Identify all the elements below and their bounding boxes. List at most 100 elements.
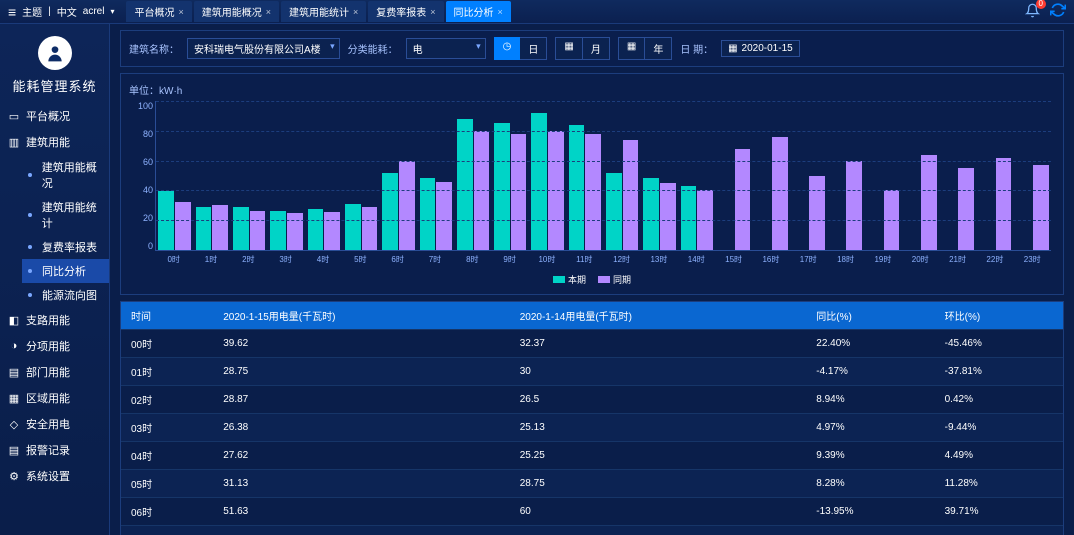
bar-group [492, 101, 529, 250]
sidebar-item[interactable]: ▤报警记录 [0, 437, 109, 463]
tab[interactable]: 建筑用能概况× [194, 1, 279, 22]
table-cell: 32.37 [510, 330, 807, 358]
bar [196, 207, 212, 250]
bar-group [1014, 101, 1051, 250]
date-label: 日 期： [680, 41, 713, 56]
year-button[interactable]: 年 [645, 37, 672, 60]
table-cell: 4.97% [806, 414, 934, 442]
close-icon[interactable]: × [498, 7, 503, 17]
x-axis: 0时1时2时3时4时5时6时7时8时9时10时11时12时13时14时15时16… [155, 254, 1051, 265]
table-cell: 48 [213, 526, 510, 535]
nav: ▭平台概况▥建筑用能建筑用能概况建筑用能统计复费率报表同比分析能源流向图 ◧支路用… [0, 103, 109, 489]
nav-sublabel: 复费率报表 [42, 239, 97, 255]
bar-group [604, 101, 641, 250]
tab-label: 同比分析 [454, 4, 494, 19]
legend-label: 同期 [613, 273, 631, 286]
divider: | [48, 6, 51, 17]
bar-group [342, 101, 379, 250]
close-icon[interactable]: × [178, 7, 183, 17]
table-row: 03时26.3825.134.97%-9.44% [121, 414, 1063, 442]
nav-sublabel: 建筑用能概况 [42, 159, 103, 191]
nav-label: 平台概况 [26, 108, 70, 124]
table-header: 2020-1-14用电量(千瓦时) [510, 302, 807, 330]
building-select[interactable]: 安科瑞电气股份有限公司A楼 [187, 38, 340, 59]
sidebar-item[interactable]: ⚙系统设置 [0, 463, 109, 489]
day-button[interactable]: 日 [520, 37, 547, 60]
nav-label: 报警记录 [26, 442, 70, 458]
dot-icon [28, 213, 32, 217]
calendar-month-icon[interactable]: ▦ [555, 37, 582, 60]
table-cell: 8.28% [806, 470, 934, 498]
bar [772, 137, 788, 250]
table-header: 时间 [121, 302, 213, 330]
bar [643, 178, 659, 250]
tab[interactable]: 建筑用能统计 × [281, 1, 366, 22]
sidebar-item[interactable]: ◧支路用能 [0, 307, 109, 333]
table-row: 07时4845.635.19%-7.56% [121, 526, 1063, 535]
sidebar-subitem[interactable]: 复费率报表 [22, 235, 109, 259]
table-header: 环比(%) [935, 302, 1063, 330]
table-cell: 8.94% [806, 386, 934, 414]
sidebar-subitem[interactable]: 同比分析 [22, 259, 109, 283]
tab-label: 平台概况 [134, 4, 174, 19]
close-icon[interactable]: × [353, 7, 358, 17]
table-row: 06时51.6360-13.95%39.71% [121, 498, 1063, 526]
table-cell: 26.38 [213, 414, 510, 442]
theme-label[interactable]: 主题 [22, 4, 42, 19]
topbar: ≡ 主题 | 中文 acrel ▾ 平台概况×建筑用能概况×建筑用能统计×复费率… [0, 0, 1074, 24]
dot-icon [28, 293, 32, 297]
nav-sublabel: 能源流向图 [42, 287, 97, 303]
nav-label: 部门用能 [26, 364, 70, 380]
bar [457, 119, 473, 250]
sidebar-subitem[interactable]: 建筑用能概况 [22, 155, 109, 195]
nav-icon: ◑ [8, 340, 20, 352]
sidebar-item[interactable]: ▦区域用能 [0, 385, 109, 411]
bar [494, 123, 510, 250]
calendar-year-icon[interactable]: ▦ [618, 37, 645, 60]
table-cell: 9.39% [806, 442, 934, 470]
chart-unit: 单位：kW·h [129, 82, 1055, 97]
category-select[interactable]: 电 [406, 38, 486, 59]
table-cell: 31.13 [213, 470, 510, 498]
dropdown-icon[interactable]: ▾ [110, 7, 114, 16]
nav-label: 分项用能 [26, 338, 70, 354]
table-cell: 06时 [121, 498, 213, 526]
calendar-icon: ▦ [728, 43, 737, 54]
date-input[interactable]: ▦ 2020-01-15 [721, 40, 800, 57]
tab-label: 建筑用能统计 [289, 4, 349, 19]
bell-icon[interactable]: 0 [1025, 3, 1040, 21]
month-button[interactable]: 月 [583, 37, 610, 60]
sidebar-subitem[interactable]: 建筑用能统计 [22, 195, 109, 235]
table-cell: 25.13 [510, 414, 807, 442]
table-cell: 26.5 [510, 386, 807, 414]
content: 建筑名称： 安科瑞电气股份有限公司A楼 分类能耗： 电 ◷ 日 ▦ 月 ▦ 年 … [110, 24, 1074, 535]
sidebar-item[interactable]: ▥建筑用能 [0, 129, 109, 155]
bar [212, 205, 228, 250]
bars [156, 101, 1051, 250]
sidebar-item[interactable]: ▤部门用能 [0, 359, 109, 385]
close-icon[interactable]: × [430, 7, 435, 17]
table-cell: 4.49% [935, 442, 1063, 470]
table-cell: 30 [510, 358, 807, 386]
legend-item[interactable]: 本期 [553, 273, 586, 286]
sidebar-item[interactable]: ◑ 分项用能 [0, 333, 109, 359]
lang-label[interactable]: 中文 [57, 4, 77, 19]
period-month-group: ▦ 月 [555, 37, 609, 60]
sidebar-subitem[interactable]: 能源流向图 [22, 283, 109, 307]
bar [660, 183, 676, 250]
nav-sublabel: 建筑用能统计 [42, 199, 103, 231]
sidebar-item[interactable]: ▭平台概况 [0, 103, 109, 129]
clock-button[interactable]: ◷ [494, 37, 521, 60]
tab[interactable]: 平台概况 × [126, 1, 191, 22]
close-icon[interactable]: × [266, 7, 271, 17]
bar [809, 176, 825, 251]
menu-icon[interactable]: ≡ [8, 4, 16, 20]
tab[interactable]: 复费率报表× [368, 1, 443, 22]
notification-badge: 0 [1036, 0, 1046, 9]
sidebar-item[interactable]: ◇安全用电 [0, 411, 109, 437]
table-cell: 60 [510, 498, 807, 526]
refresh-icon[interactable] [1050, 2, 1066, 21]
category-label: 分类能耗： [348, 41, 398, 56]
tab[interactable]: 同比分析 × [446, 1, 511, 22]
legend-item[interactable]: 同期 [598, 273, 631, 286]
